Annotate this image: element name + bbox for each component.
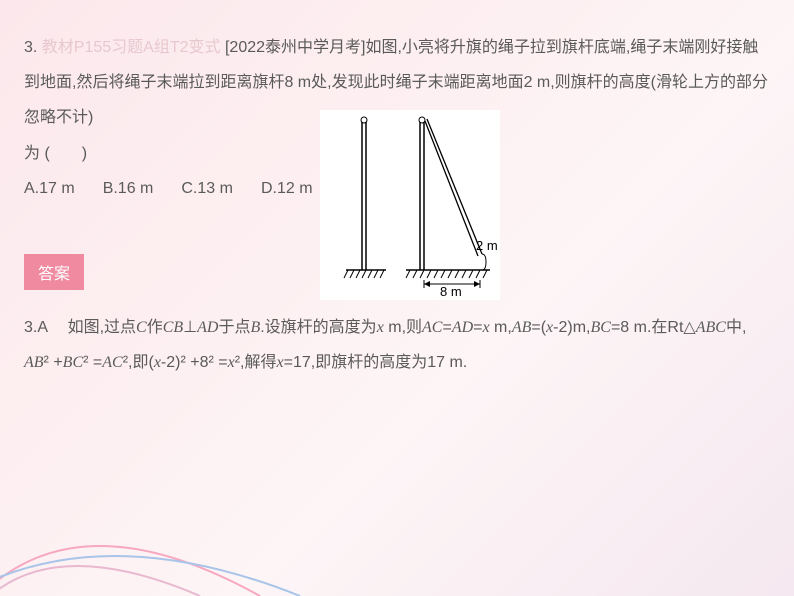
faded-reference: 教材P155习题A组T2变式 xyxy=(42,39,221,56)
option-d: D.12 m xyxy=(261,180,313,197)
ans-ac: AC xyxy=(422,319,442,336)
ans-bc: BC xyxy=(590,319,610,336)
ans-1c: 于点 xyxy=(218,319,250,336)
ans-ad: AD xyxy=(197,319,218,336)
source-bracket: [2022泰州中学月考] xyxy=(225,39,366,56)
option-a: A.17 m xyxy=(24,180,75,197)
label-8m: 8 m xyxy=(440,284,462,299)
ans-1d: .设旗杆的高度为 xyxy=(260,319,376,336)
ans-eq2: = xyxy=(473,319,482,336)
ans-x4: x xyxy=(154,354,161,371)
question-paren: ( ) xyxy=(44,145,87,162)
ans-ac2: AC xyxy=(102,354,122,371)
ans-2e: =17,即旗杆的高度为17 m. xyxy=(284,354,468,371)
ans-2d: ²,解得 xyxy=(235,354,277,371)
ans-2b: ,即( xyxy=(128,354,154,371)
ans-abc: ABC xyxy=(696,319,726,336)
question-number: 3. xyxy=(24,39,37,56)
diagram: 8 m 2 m xyxy=(320,110,500,300)
ans-1h: =8 m.在Rt△ xyxy=(611,319,696,336)
ans-ab: AB xyxy=(512,319,532,336)
ans-eq: = xyxy=(442,319,451,336)
ans-eq3: =( xyxy=(531,319,546,336)
option-b: B.16 m xyxy=(103,180,154,197)
ans-c: C xyxy=(136,319,147,336)
answer-line-2: AB² +BC² =AC²,即(x-2)² +8² =x²,解得x=17,即旗杆… xyxy=(24,345,770,380)
ans-1f: m, xyxy=(490,319,512,336)
diagram-svg: 8 m 2 m xyxy=(320,110,500,300)
ans-b: B xyxy=(250,319,260,336)
ans-x6: x xyxy=(277,354,284,371)
ans-ad2: AD xyxy=(452,319,473,336)
decorative-curves xyxy=(0,476,794,596)
answer-block: 3.A 如图,过点C作CB⊥AD于点B.设旗杆的高度为x m,则AC=AD=x … xyxy=(24,310,770,345)
ans-1b: 作 xyxy=(147,319,163,336)
ans-x5: x xyxy=(228,354,235,371)
ans-1g: -2)m, xyxy=(553,319,590,336)
question-body-2: 为 xyxy=(24,145,40,162)
ans-bc2: BC xyxy=(63,354,83,371)
ans-eq4: = xyxy=(88,354,102,371)
ans-x: x xyxy=(377,319,384,336)
option-c: C.13 m xyxy=(181,180,233,197)
ans-1e: m,则 xyxy=(384,319,422,336)
ans-perp: ⊥ xyxy=(183,319,197,336)
label-2m: 2 m xyxy=(476,238,498,253)
ans-x2: x xyxy=(483,319,490,336)
ans-2c: -2)² +8² = xyxy=(161,354,228,371)
answer-badge: 答案 xyxy=(24,254,84,290)
ans-1a: 3.A 如图,过点 xyxy=(24,319,136,336)
ans-plus: + xyxy=(49,354,63,371)
ans-cb: CB xyxy=(163,319,183,336)
ans-ab2: AB xyxy=(24,354,44,371)
ans-1i: 中, xyxy=(726,319,746,336)
